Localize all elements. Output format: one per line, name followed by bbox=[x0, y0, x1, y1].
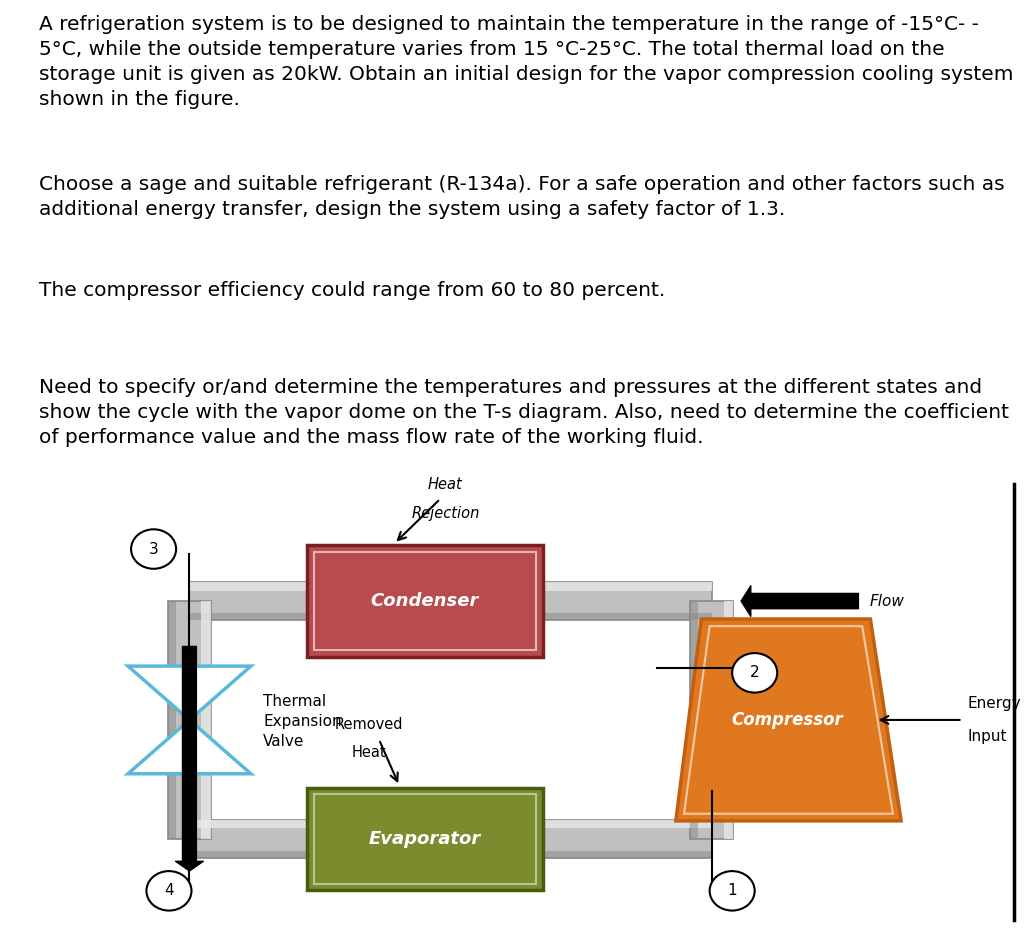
Text: Flow: Flow bbox=[869, 593, 904, 608]
Bar bbox=[307, 787, 543, 890]
Bar bbox=[307, 546, 543, 657]
Text: Heat: Heat bbox=[428, 477, 463, 492]
Bar bbox=[168, 601, 211, 839]
Polygon shape bbox=[676, 619, 901, 821]
Bar bbox=[189, 820, 712, 857]
Circle shape bbox=[131, 529, 176, 569]
Circle shape bbox=[710, 871, 755, 911]
Bar bbox=[189, 582, 712, 591]
Bar bbox=[724, 601, 733, 839]
Bar bbox=[189, 582, 712, 620]
Text: The compressor efficiency could range from 60 to 80 percent.: The compressor efficiency could range fr… bbox=[39, 282, 666, 300]
Text: Energy: Energy bbox=[968, 696, 1021, 711]
Text: 4: 4 bbox=[164, 884, 174, 898]
Bar bbox=[168, 601, 176, 839]
Circle shape bbox=[146, 871, 191, 911]
Text: Compressor: Compressor bbox=[731, 711, 843, 729]
Text: Removed: Removed bbox=[335, 717, 402, 732]
Text: 2: 2 bbox=[750, 665, 760, 680]
Text: A refrigeration system is to be designed to maintain the temperature in the rang: A refrigeration system is to be designed… bbox=[39, 15, 1014, 108]
Text: Rejection: Rejection bbox=[412, 506, 479, 521]
Text: Need to specify or/and determine the temperatures and pressures at the different: Need to specify or/and determine the tem… bbox=[39, 379, 1009, 448]
Polygon shape bbox=[128, 666, 251, 720]
Text: Evaporator: Evaporator bbox=[369, 829, 481, 848]
Text: Condenser: Condenser bbox=[371, 592, 479, 610]
Text: Valve: Valve bbox=[263, 734, 304, 749]
Bar bbox=[202, 601, 211, 839]
Circle shape bbox=[732, 653, 777, 692]
Text: Choose a sage and suitable refrigerant (R-134a). For a safe operation and other : Choose a sage and suitable refrigerant (… bbox=[39, 174, 1005, 218]
Text: Thermal: Thermal bbox=[263, 694, 327, 709]
Text: Expansion: Expansion bbox=[263, 715, 342, 730]
Bar bbox=[690, 601, 698, 839]
Polygon shape bbox=[128, 720, 251, 773]
Text: 1: 1 bbox=[727, 884, 737, 898]
Bar bbox=[189, 613, 712, 620]
Text: 3: 3 bbox=[148, 541, 159, 557]
Bar bbox=[690, 601, 733, 839]
Bar bbox=[189, 851, 712, 857]
Text: Heat: Heat bbox=[351, 745, 386, 759]
Bar bbox=[189, 820, 712, 829]
Bar bbox=[314, 551, 536, 650]
Bar bbox=[314, 794, 536, 884]
Text: Input: Input bbox=[968, 729, 1008, 744]
